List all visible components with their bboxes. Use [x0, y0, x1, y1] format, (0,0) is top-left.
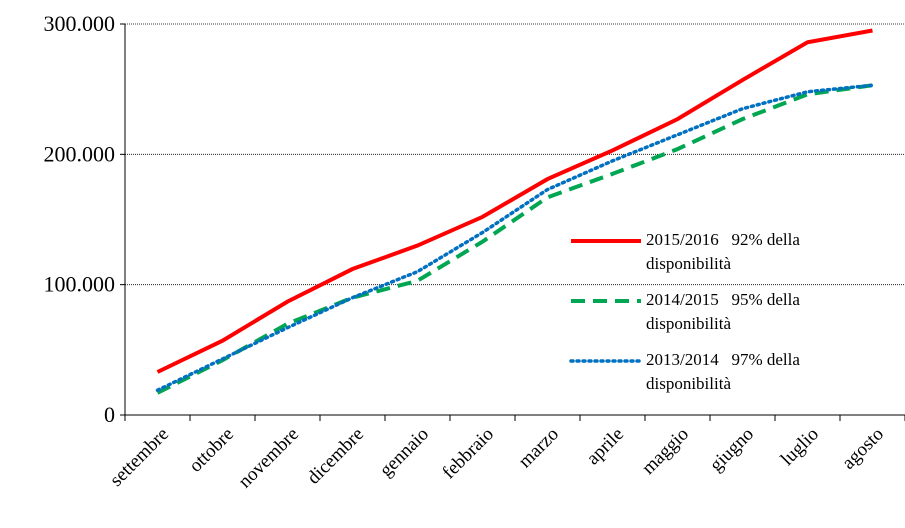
- x-tick-label: agosto: [838, 424, 888, 474]
- x-tick-label: marzo: [515, 424, 563, 472]
- legend-label: 2015/2016 92% della disponibilità: [646, 230, 805, 273]
- x-tick-label: febbraio: [438, 424, 498, 484]
- y-tick-label: 200.000: [44, 141, 116, 166]
- x-tick-label: luglio: [777, 424, 823, 470]
- y-tick-label: 0: [104, 402, 115, 427]
- x-tick-label: maggio: [638, 424, 693, 479]
- x-tick-label: giugno: [706, 424, 758, 476]
- x-tick-label: settembre: [106, 424, 173, 491]
- series-line: [155, 83, 875, 392]
- y-tick-label: 300.000: [44, 11, 116, 36]
- legend-label: 2014/2015 95% della disponibilità: [646, 290, 805, 333]
- x-tick-label: gennaio: [376, 424, 433, 481]
- series-line: [156, 83, 873, 395]
- series-line: [156, 28, 873, 374]
- x-tick-label: aprile: [583, 424, 628, 469]
- x-tick-label: dicembre: [303, 424, 368, 489]
- legend-label: 2013/2014 97% della disponibilità: [646, 350, 805, 393]
- x-tick-label: ottobre: [185, 424, 238, 477]
- x-tick-label: novembre: [234, 424, 303, 493]
- y-tick-label: 100.000: [44, 272, 116, 297]
